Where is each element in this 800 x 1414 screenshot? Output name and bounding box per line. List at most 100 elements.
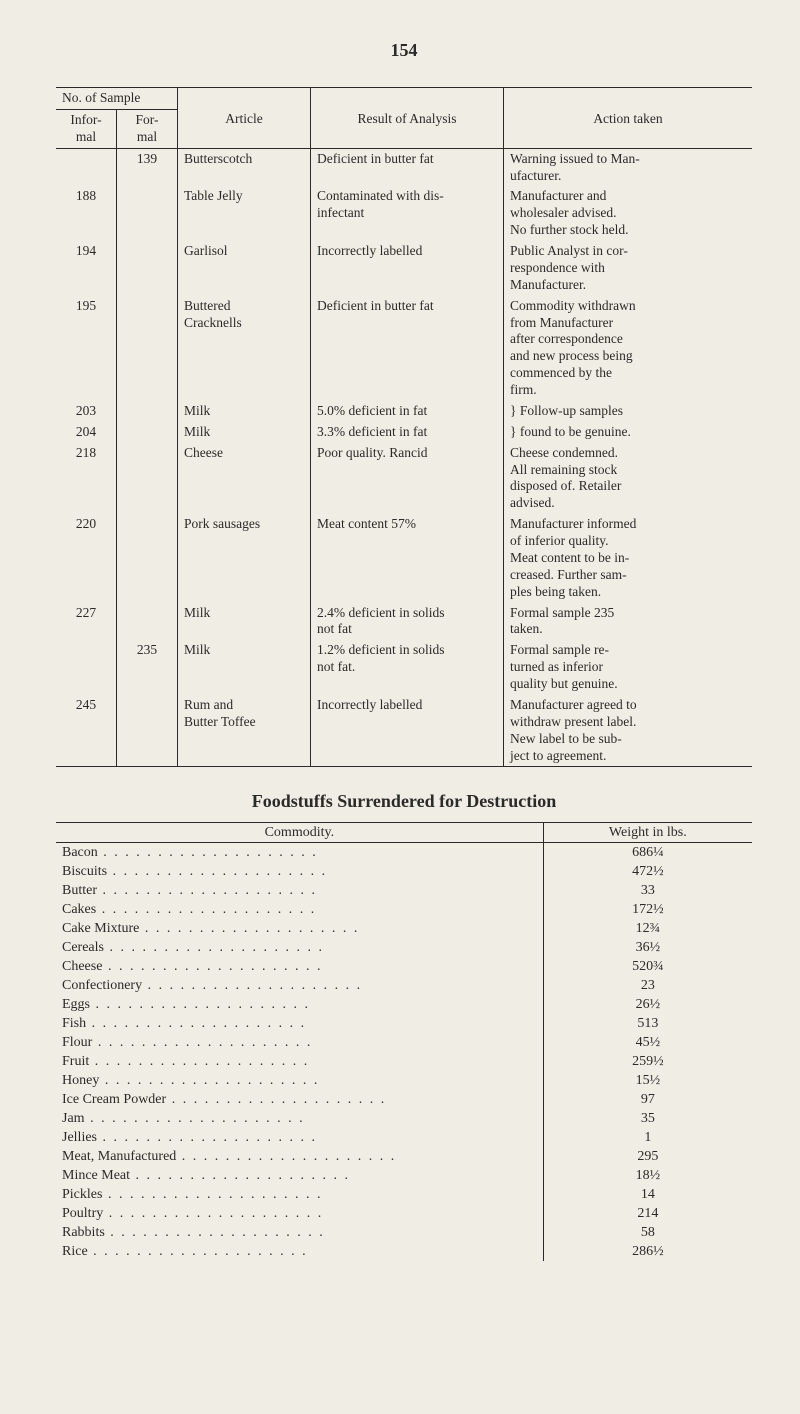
surr-weight-cell: 12¾ (543, 919, 752, 938)
surr-weight-cell: 26½ (543, 995, 752, 1014)
surr-weight-cell: 286½ (543, 1242, 752, 1261)
surr-weight-cell: 214 (543, 1204, 752, 1223)
commodity-name: Biscuits (62, 864, 107, 879)
table-row: 220Pork sausagesMeat content 57%Manufact… (56, 514, 752, 602)
table-cell: Milk (178, 603, 311, 641)
table-cell: Deficient in butter fat (311, 296, 504, 401)
table-cell: 220 (56, 514, 117, 602)
table-row: Jam . . . . . . . . . . . . . . . . . . … (56, 1109, 752, 1128)
table-cell: 203 (56, 401, 117, 422)
table-cell: Milk (178, 640, 311, 695)
surr-commodity-cell: Fish . . . . . . . . . . . . . . . . . .… (56, 1014, 543, 1033)
commodity-name: Flour (62, 1035, 92, 1050)
table-cell: 195 (56, 296, 117, 401)
commodity-name: Fruit (62, 1054, 89, 1069)
table-cell: 3.3% deficient in fat (311, 422, 504, 443)
table-cell: Manufacturer agreed to withdraw present … (504, 695, 753, 767)
mid-rule (56, 766, 752, 767)
surr-commodity-cell: Bacon . . . . . . . . . . . . . . . . . … (56, 843, 543, 863)
surr-weight-cell: 15½ (543, 1071, 752, 1090)
table-cell (117, 186, 178, 241)
surrender-title: Foodstuffs Surrendered for Destruction (56, 791, 752, 812)
leader-dots: . . . . . . . . . . . . . . . . . . . . (86, 1016, 306, 1031)
surr-commodity-cell: Jam . . . . . . . . . . . . . . . . . . … (56, 1109, 543, 1128)
table-cell: Commodity withdrawn from Manufacturer af… (504, 296, 753, 401)
leader-dots: . . . . . . . . . . . . . . . . . . . . (97, 883, 317, 898)
leader-dots: . . . . . . . . . . . . . . . . . . . . (107, 864, 327, 879)
commodity-name: Meat, Manufactured (62, 1149, 176, 1164)
surr-weight-cell: 33 (543, 881, 752, 900)
table-row: 194GarlisolIncorrectly labelledPublic An… (56, 241, 752, 296)
table-cell: Garlisol (178, 241, 311, 296)
surr-weight-cell: 1 (543, 1128, 752, 1147)
surr-weight-cell: 45½ (543, 1033, 752, 1052)
spacer (311, 88, 504, 109)
table-cell: Incorrectly labelled (311, 241, 504, 296)
table-cell: Milk (178, 401, 311, 422)
commodity-name: Cake Mixture (62, 921, 139, 936)
table-cell: Manufacturer and wholesaler advised. No … (504, 186, 753, 241)
table-cell: 204 (56, 422, 117, 443)
col-result: Result of Analysis (311, 109, 504, 148)
leader-dots: . . . . . . . . . . . . . . . . . . . . (176, 1149, 396, 1164)
table-row: 227Milk2.4% deficient in solids not fatF… (56, 603, 752, 641)
table-row: 195Buttered CracknellsDeficient in butte… (56, 296, 752, 401)
table-row: Meat, Manufactured . . . . . . . . . . .… (56, 1147, 752, 1166)
table-cell: 245 (56, 695, 117, 767)
leader-dots: . . . . . . . . . . . . . . . . . . . . (96, 902, 316, 917)
surr-commodity-cell: Fruit . . . . . . . . . . . . . . . . . … (56, 1052, 543, 1071)
table-row: Cereals . . . . . . . . . . . . . . . . … (56, 938, 752, 957)
surr-weight-cell: 259½ (543, 1052, 752, 1071)
sample-table-body: 139ButterscotchDeficient in butter fatWa… (56, 148, 752, 766)
table-row: Poultry . . . . . . . . . . . . . . . . … (56, 1204, 752, 1223)
table-cell: Incorrectly labelled (311, 695, 504, 767)
table-cell: } Follow-up samples (504, 401, 753, 422)
surr-commodity-cell: Cakes . . . . . . . . . . . . . . . . . … (56, 900, 543, 919)
surr-commodity-cell: Honey . . . . . . . . . . . . . . . . . … (56, 1071, 543, 1090)
surrender-table-body: Bacon . . . . . . . . . . . . . . . . . … (56, 843, 752, 1262)
table-cell (56, 148, 117, 186)
table-row: 218CheesePoor quality. RancidCheese cond… (56, 443, 752, 515)
commodity-name: Rice (62, 1244, 88, 1259)
table-cell (117, 443, 178, 515)
surr-commodity-cell: Eggs . . . . . . . . . . . . . . . . . .… (56, 995, 543, 1014)
table-row: Flour . . . . . . . . . . . . . . . . . … (56, 1033, 752, 1052)
table-row: Eggs . . . . . . . . . . . . . . . . . .… (56, 995, 752, 1014)
leader-dots: . . . . . . . . . . . . . . . . . . . . (130, 1168, 350, 1183)
table-cell: Manufacturer informed of inferior qualit… (504, 514, 753, 602)
surr-col-commodity: Commodity. (56, 823, 543, 843)
leader-dots: . . . . . . . . . . . . . . . . . . . . (104, 940, 324, 955)
table-row: Cake Mixture . . . . . . . . . . . . . .… (56, 919, 752, 938)
col-article: Article (178, 109, 311, 148)
table-row: Fruit . . . . . . . . . . . . . . . . . … (56, 1052, 752, 1071)
table-cell: 188 (56, 186, 117, 241)
table-cell: Milk (178, 422, 311, 443)
leader-dots: . . . . . . . . . . . . . . . . . . . . (102, 959, 322, 974)
surr-weight-cell: 58 (543, 1223, 752, 1242)
surr-commodity-cell: Biscuits . . . . . . . . . . . . . . . .… (56, 862, 543, 881)
surr-commodity-cell: Butter . . . . . . . . . . . . . . . . .… (56, 881, 543, 900)
table-cell: 235 (117, 640, 178, 695)
surr-commodity-cell: Confectionery . . . . . . . . . . . . . … (56, 976, 543, 995)
table-cell (117, 241, 178, 296)
table-row: Mince Meat . . . . . . . . . . . . . . .… (56, 1166, 752, 1185)
commodity-name: Jam (62, 1111, 85, 1126)
table-row: 139ButterscotchDeficient in butter fatWa… (56, 148, 752, 186)
leader-dots: . . . . . . . . . . . . . . . . . . . . (139, 921, 359, 936)
table-cell: Pork sausages (178, 514, 311, 602)
col-informal-label: Infor- mal (70, 112, 101, 144)
leader-dots: . . . . . . . . . . . . . . . . . . . . (97, 1130, 317, 1145)
surr-commodity-cell: Pickles . . . . . . . . . . . . . . . . … (56, 1185, 543, 1204)
sample-table: No. of Sample Infor- mal For- mal Articl… (56, 88, 752, 766)
leader-dots: . . . . . . . . . . . . . . . . . . . . (90, 997, 310, 1012)
table-row: 204Milk3.3% deficient in fat} found to b… (56, 422, 752, 443)
col-formal: For- mal (117, 109, 178, 148)
commodity-name: Cheese (62, 959, 102, 974)
table-row: Biscuits . . . . . . . . . . . . . . . .… (56, 862, 752, 881)
no-of-sample-header: No. of Sample (56, 88, 178, 109)
surr-commodity-cell: Mince Meat . . . . . . . . . . . . . . .… (56, 1166, 543, 1185)
leader-dots: . . . . . . . . . . . . . . . . . . . . (88, 1244, 308, 1259)
table-row: 245Rum and Butter ToffeeIncorrectly labe… (56, 695, 752, 767)
commodity-name: Poultry (62, 1206, 103, 1221)
table-row: 188Table JellyContaminated with dis- inf… (56, 186, 752, 241)
